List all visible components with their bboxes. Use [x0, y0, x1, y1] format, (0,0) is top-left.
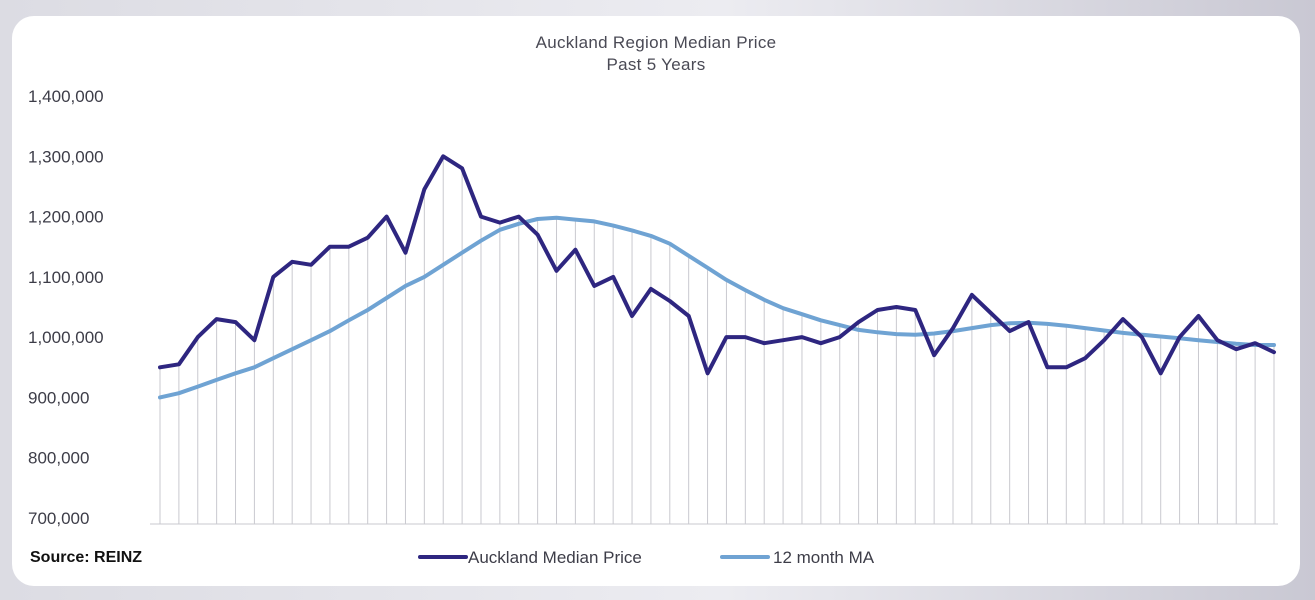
y-tick-label: 1,000,000: [28, 328, 104, 347]
y-tick-label: 900,000: [28, 388, 89, 407]
y-tick-label: 1,300,000: [28, 147, 104, 166]
series-line-median-price: [158, 154, 1276, 376]
source-label: Source: REINZ: [30, 549, 143, 566]
chart-title-block: Auckland Region Median Price Past 5 Year…: [12, 32, 1300, 76]
line-chart: 700,000 800,000 900,000 1,000,000 1,100,000 1…: [28, 87, 1278, 567]
legend-label: 12 month MA: [773, 548, 875, 567]
chart-subtitle: Past 5 Years: [606, 55, 706, 74]
y-tick-label: 1,200,000: [28, 208, 104, 227]
chart-title: Auckland Region Median Price: [535, 33, 777, 52]
y-tick-label: 1,100,000: [28, 268, 104, 287]
y-tick-label: 700,000: [28, 509, 89, 528]
chart-card: Auckland Region Median Price Past 5 Year…: [12, 16, 1300, 586]
y-tick-label: 800,000: [28, 449, 89, 468]
y-tick-label: 1,400,000: [28, 87, 104, 106]
series-line-moving-average: [158, 215, 1276, 400]
legend-label: Auckland Median Price: [468, 548, 642, 567]
